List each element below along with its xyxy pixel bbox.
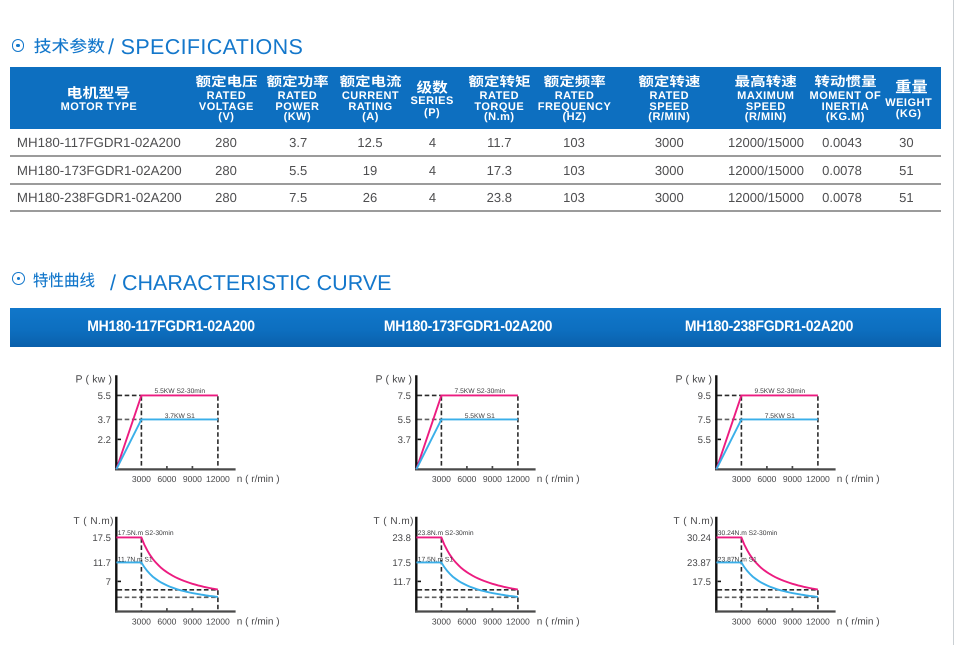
svg-text:9000: 9000 — [183, 474, 202, 484]
svg-text:6000: 6000 — [757, 474, 776, 484]
svg-text:12000: 12000 — [206, 616, 230, 626]
svg-text:12000: 12000 — [206, 474, 230, 484]
svg-text:17.5N.m S1: 17.5N.m S1 — [418, 556, 454, 563]
svg-text:7.5KW S1: 7.5KW S1 — [765, 413, 795, 420]
svg-text:12000: 12000 — [506, 474, 530, 484]
svg-text:23.8: 23.8 — [392, 533, 411, 544]
svg-text:n ( r/min ): n ( r/min ) — [237, 474, 280, 485]
svg-text:T ( N.m): T ( N.m) — [374, 516, 414, 527]
svg-text:30.24N.m S2-30min: 30.24N.m S2-30min — [718, 530, 778, 537]
svg-text:n ( r/min ): n ( r/min ) — [537, 616, 580, 627]
svg-text:n ( r/min ): n ( r/min ) — [237, 616, 280, 627]
svg-text:12000: 12000 — [506, 616, 530, 626]
svg-text:12000: 12000 — [806, 474, 830, 484]
svg-text:7.5: 7.5 — [698, 415, 711, 426]
svg-text:3000: 3000 — [432, 616, 451, 626]
svg-text:5.5KW S1: 5.5KW S1 — [465, 413, 495, 420]
svg-text:n ( r/min ): n ( r/min ) — [837, 616, 880, 627]
svg-text:9000: 9000 — [483, 616, 502, 626]
svg-text:17.5: 17.5 — [392, 558, 411, 569]
svg-text:n ( r/min ): n ( r/min ) — [837, 474, 880, 485]
svg-text:7: 7 — [106, 577, 111, 588]
svg-text:3.7: 3.7 — [398, 435, 411, 446]
svg-text:9000: 9000 — [483, 474, 502, 484]
svg-text:9000: 9000 — [783, 616, 802, 626]
svg-text:9.5KW S2-30min: 9.5KW S2-30min — [755, 388, 806, 395]
svg-text:6000: 6000 — [157, 474, 176, 484]
svg-text:17.5: 17.5 — [692, 577, 711, 588]
svg-text:9000: 9000 — [783, 474, 802, 484]
svg-text:3000: 3000 — [132, 474, 151, 484]
svg-text:5.5: 5.5 — [698, 435, 711, 446]
svg-text:11.7: 11.7 — [93, 558, 111, 569]
svg-text:7.5KW S2-30min: 7.5KW S2-30min — [455, 388, 506, 395]
svg-text:3.7: 3.7 — [98, 415, 111, 426]
svg-text:9.5: 9.5 — [698, 391, 711, 402]
svg-text:6000: 6000 — [457, 616, 476, 626]
svg-text:11.7N.m S1: 11.7N.m S1 — [118, 556, 153, 563]
svg-text:3000: 3000 — [432, 474, 451, 484]
svg-text:9000: 9000 — [183, 616, 202, 626]
svg-text:5.5KW S2-30min: 5.5KW S2-30min — [155, 388, 206, 395]
svg-text:12000: 12000 — [806, 616, 830, 626]
svg-text:30.24: 30.24 — [687, 533, 712, 544]
svg-text:5.5: 5.5 — [98, 391, 111, 402]
svg-text:n ( r/min ): n ( r/min ) — [537, 474, 580, 485]
svg-text:5.5: 5.5 — [398, 415, 411, 426]
svg-text:3.7KW S1: 3.7KW S1 — [165, 413, 195, 420]
svg-text:23.87: 23.87 — [687, 558, 711, 569]
svg-text:23.87N.m S1: 23.87N.m S1 — [718, 556, 757, 563]
svg-text:P ( kw ): P ( kw ) — [376, 374, 413, 386]
svg-text:11.7: 11.7 — [393, 577, 411, 588]
svg-text:6000: 6000 — [757, 616, 776, 626]
svg-text:7.5: 7.5 — [398, 391, 411, 402]
svg-text:6000: 6000 — [157, 616, 176, 626]
svg-text:T ( N.m): T ( N.m) — [74, 516, 114, 527]
svg-text:3000: 3000 — [732, 474, 751, 484]
svg-text:17.5N.m S2-30min: 17.5N.m S2-30min — [118, 530, 174, 537]
svg-text:T ( N.m): T ( N.m) — [674, 516, 714, 527]
svg-text:23.8N.m S2-30min: 23.8N.m S2-30min — [418, 530, 474, 537]
svg-text:3000: 3000 — [132, 616, 151, 626]
svg-text:2.2: 2.2 — [98, 435, 111, 446]
svg-text:3000: 3000 — [732, 616, 751, 626]
svg-text:6000: 6000 — [457, 474, 476, 484]
svg-text:17.5: 17.5 — [92, 533, 111, 544]
svg-text:P ( kw ): P ( kw ) — [76, 374, 113, 386]
svg-text:P ( kw ): P ( kw ) — [676, 374, 713, 386]
